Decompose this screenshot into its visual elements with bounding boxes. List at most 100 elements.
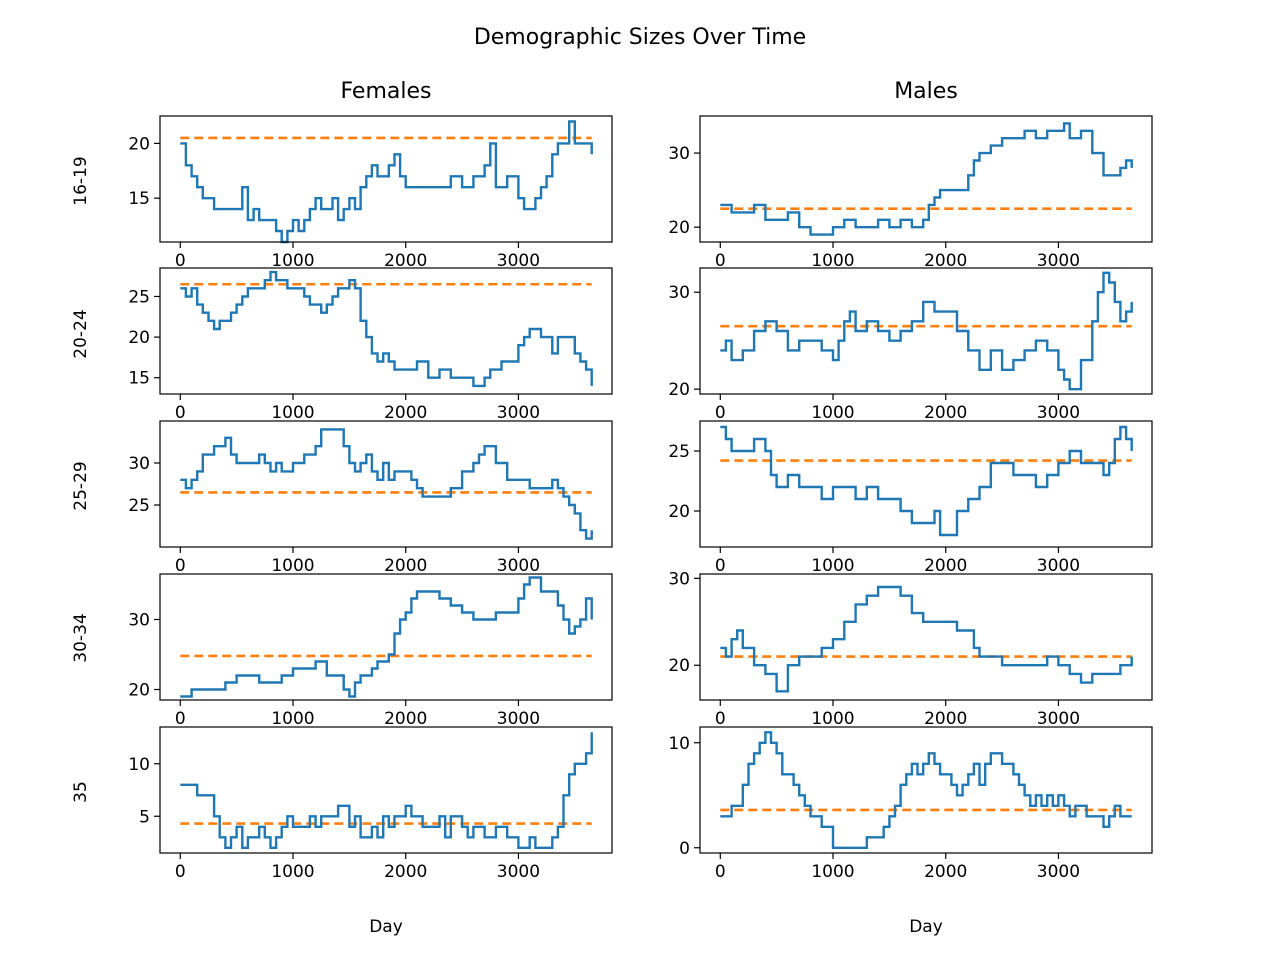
x-axis-label-females: Day xyxy=(369,917,403,937)
y-tick-label: 20 xyxy=(668,218,690,238)
series-line xyxy=(180,732,593,849)
x-tick-label: 1000 xyxy=(811,556,854,576)
x-tick-label: 1000 xyxy=(811,251,854,271)
y-tick-label: 20 xyxy=(668,502,690,522)
panel-males-30-34: 0 1000 2000 3000 20 30 xyxy=(668,569,1153,729)
x-tick-label: 1000 xyxy=(811,403,854,423)
x-tick-label: 3000 xyxy=(497,556,540,576)
x-tick-label: 3000 xyxy=(1037,556,1080,576)
y-tick-label: 30 xyxy=(668,144,690,164)
row-label-20-24: 20-24 xyxy=(71,309,91,358)
x-tick-label: 3000 xyxy=(1037,403,1080,423)
x-tick-label: 1000 xyxy=(271,709,314,729)
panel-females-25-29: 0 1000 2000 3000 25 30 xyxy=(128,420,613,576)
x-tick-label: 1000 xyxy=(271,251,314,271)
y-tick-label: 30 xyxy=(668,569,690,589)
axes-frame xyxy=(699,267,1153,395)
axes-frame xyxy=(699,573,1153,701)
x-tick-label: 3000 xyxy=(1037,251,1080,271)
y-tick-label: 10 xyxy=(128,755,150,775)
y-tick-label: 5 xyxy=(139,807,150,827)
x-tick-label: 3000 xyxy=(497,709,540,729)
panel-males-25-29: 0 1000 2000 3000 20 25 xyxy=(668,420,1153,576)
x-tick-label: 1000 xyxy=(811,709,854,729)
y-tick-label: 30 xyxy=(668,283,690,303)
x-tick-label: 3000 xyxy=(1037,862,1080,882)
panel-females-35: 0 1000 2000 3000 5 10 xyxy=(128,726,613,882)
x-tick-label: 2000 xyxy=(924,862,967,882)
axes-frame xyxy=(159,573,613,701)
y-tick-label: 25 xyxy=(128,287,150,307)
x-tick-label: 0 xyxy=(175,862,186,882)
x-tick-label: 2000 xyxy=(924,403,967,423)
axes-frame xyxy=(159,420,613,548)
x-tick-label: 2000 xyxy=(384,709,427,729)
panel-females-30-34: 0 1000 2000 3000 20 30 xyxy=(128,573,613,729)
x-tick-label: 2000 xyxy=(384,251,427,271)
x-tick-label: 3000 xyxy=(497,251,540,271)
x-tick-label: 0 xyxy=(175,251,186,271)
x-tick-label: 2000 xyxy=(924,709,967,729)
y-tick-label: 10 xyxy=(668,734,690,754)
x-tick-label: 1000 xyxy=(271,403,314,423)
y-tick-label: 15 xyxy=(128,189,150,209)
x-tick-label: 3000 xyxy=(497,862,540,882)
y-tick-label: 20 xyxy=(128,134,150,154)
panel-females-16-19: 0 1000 2000 3000 15 20 xyxy=(128,115,613,271)
column-title-males: Males xyxy=(894,79,958,104)
axes-frame xyxy=(159,726,613,854)
y-tick-label: 0 xyxy=(679,839,690,859)
axes-frame xyxy=(699,420,1153,548)
axes-frame xyxy=(159,267,613,395)
row-label-35: 35 xyxy=(71,781,91,803)
x-tick-label: 0 xyxy=(715,556,726,576)
series-line xyxy=(720,271,1133,391)
row-label-30-34: 30-34 xyxy=(71,613,91,662)
x-tick-label: 0 xyxy=(175,709,186,729)
axes-frame xyxy=(699,726,1153,854)
x-tick-label: 0 xyxy=(715,251,726,271)
series-line xyxy=(180,270,593,388)
x-axis-label-males: Day xyxy=(909,917,943,937)
y-tick-label: 30 xyxy=(128,454,150,474)
x-tick-label: 2000 xyxy=(924,556,967,576)
x-tick-label: 0 xyxy=(715,403,726,423)
x-tick-label: 0 xyxy=(715,862,726,882)
series-line xyxy=(180,576,593,698)
axes-frame xyxy=(699,115,1153,243)
series-line xyxy=(720,585,1133,693)
x-tick-label: 2000 xyxy=(384,403,427,423)
x-tick-label: 1000 xyxy=(271,556,314,576)
y-tick-label: 30 xyxy=(128,611,150,631)
x-tick-label: 1000 xyxy=(811,862,854,882)
x-tick-label: 2000 xyxy=(384,556,427,576)
axes-frame xyxy=(159,115,613,243)
x-tick-label: 0 xyxy=(715,709,726,729)
panel-females-20-24: 0 1000 2000 3000 15 20 25 xyxy=(128,267,613,423)
x-tick-label: 0 xyxy=(175,403,186,423)
y-tick-label: 20 xyxy=(668,656,690,676)
y-tick-label: 25 xyxy=(128,496,150,516)
column-title-females: Females xyxy=(340,79,431,104)
y-tick-label: 15 xyxy=(128,369,150,389)
series-line xyxy=(720,731,1132,849)
x-tick-label: 0 xyxy=(175,556,186,576)
row-label-16-19: 16-19 xyxy=(71,156,91,205)
panel-males-20-24: 0 1000 2000 3000 20 30 xyxy=(668,267,1153,423)
series-line xyxy=(180,120,593,244)
series-line xyxy=(720,425,1133,537)
x-tick-label: 3000 xyxy=(497,403,540,423)
x-tick-label: 1000 xyxy=(271,862,314,882)
row-label-25-29: 25-29 xyxy=(71,461,91,510)
x-tick-label: 2000 xyxy=(384,862,427,882)
panel-males-35: 0 1000 2000 3000 0 10 xyxy=(668,726,1153,882)
panel-males-16-19: 0 1000 2000 3000 20 30 xyxy=(668,115,1153,271)
x-tick-label: 2000 xyxy=(924,251,967,271)
y-tick-label: 25 xyxy=(668,442,690,462)
figure-title: Demographic Sizes Over Time xyxy=(474,25,806,50)
series-line xyxy=(720,122,1133,236)
y-tick-label: 20 xyxy=(668,380,690,400)
x-tick-label: 3000 xyxy=(1037,709,1080,729)
